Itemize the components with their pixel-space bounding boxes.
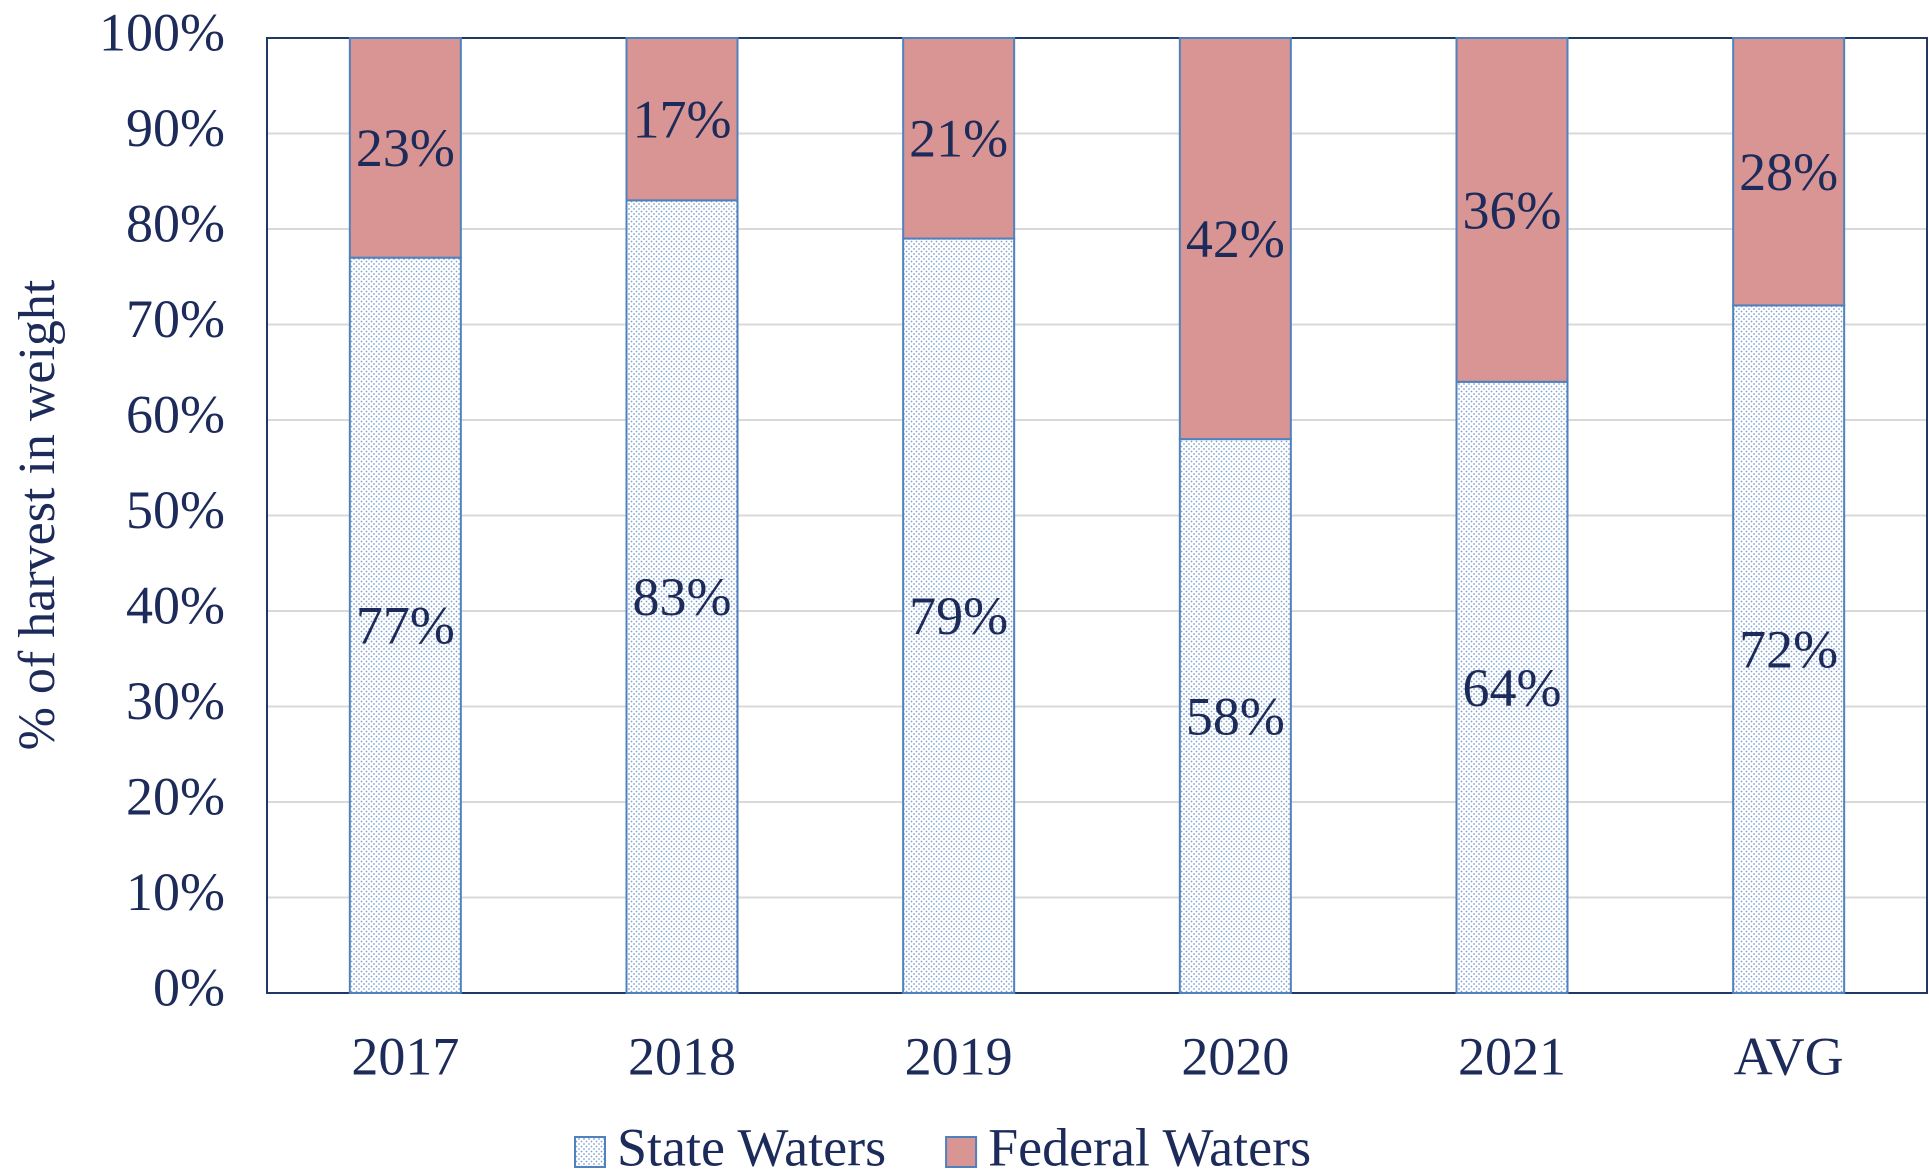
data-label: 21% [909,109,1008,169]
data-label: 58% [1186,686,1285,746]
data-label: 83% [633,567,732,627]
bar-segment [348,256,462,994]
y-tick-label: 100% [99,2,225,62]
bar-segment [902,37,1016,240]
bar-segment [625,199,739,995]
y-tick-label: 0% [153,957,225,1017]
bar-segment [1455,380,1569,994]
legend-swatch [945,1136,978,1168]
y-tick-label: 60% [126,384,225,444]
x-tick-label: 2019 [905,1026,1013,1086]
plot-frame [266,37,1928,994]
y-tick-label: 70% [126,289,225,349]
bar-segment [1178,438,1292,995]
bar-segment [1732,37,1846,307]
x-tick-label: 2020 [1181,1026,1289,1086]
data-label: 64% [1463,658,1562,718]
y-tick-label: 30% [126,671,225,731]
bar-segment [625,37,739,202]
data-label: 36% [1463,180,1562,240]
bar-segment [1178,37,1292,441]
y-tick-label: 50% [126,480,225,540]
legend-label: State Waters [617,1117,886,1176]
x-tick-label: 2017 [351,1026,459,1086]
x-tick-label: AVG [1734,1026,1844,1086]
bar-segment [1732,304,1846,994]
data-label: 72% [1739,620,1838,680]
y-tick-label: 40% [126,575,225,635]
bar-segment [348,37,462,259]
y-tick-label: 20% [126,766,225,826]
legend-swatch [574,1136,606,1168]
x-tick-label: 2018 [628,1026,736,1086]
data-label: 42% [1186,209,1285,269]
y-axis-label: % of harvest in weight [9,279,66,750]
y-tick-label: 80% [126,193,225,253]
legend-label: Federal Waters [988,1117,1311,1176]
data-label: 17% [633,90,732,150]
data-label: 77% [356,596,455,656]
data-label: 79% [909,586,1008,646]
bar-segment [1455,37,1569,383]
y-tick-label: 90% [126,98,225,158]
y-tick-label: 10% [126,862,225,922]
data-label: 23% [356,118,455,178]
data-label: 28% [1739,142,1838,202]
x-tick-label: 2021 [1458,1026,1566,1086]
